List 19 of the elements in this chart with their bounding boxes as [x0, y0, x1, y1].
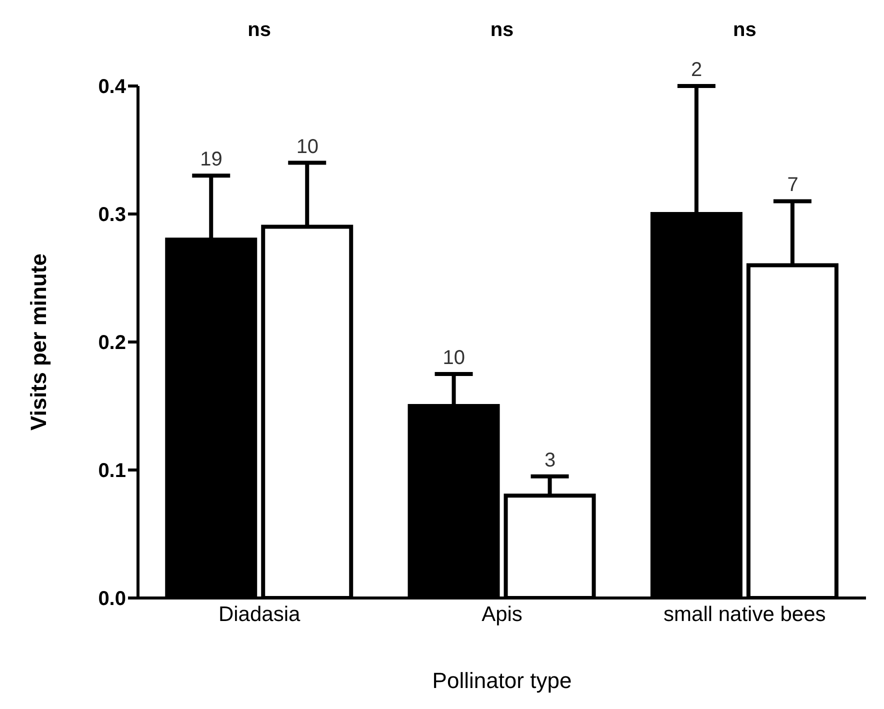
- text: ns: [490, 19, 514, 41]
- text: ns: [248, 19, 272, 41]
- annotation: 7: [787, 174, 798, 196]
- text: ns: [732, 19, 756, 41]
- y-tick-label: 0.4: [98, 76, 127, 98]
- y-tick-label: 0.0: [98, 588, 126, 610]
- annotation: 10: [442, 347, 466, 369]
- y-tick-label: 0.3: [98, 204, 126, 226]
- y-tick-label: 0.2: [98, 332, 126, 354]
- text: 2: [690, 59, 702, 81]
- x-tick-label: Apis: [482, 602, 522, 626]
- y-axis-title: Visits per minute: [26, 254, 51, 430]
- annotation: 10: [296, 136, 319, 158]
- x-axis-title: Pollinator type: [432, 668, 572, 693]
- x-tick-label: Diadasia: [218, 602, 301, 626]
- annotation: 19: [200, 148, 222, 171]
- annotation: 3: [544, 449, 556, 472]
- y-tick-label: 0.1: [98, 460, 126, 482]
- x-tick-label: small native bees: [664, 602, 826, 626]
